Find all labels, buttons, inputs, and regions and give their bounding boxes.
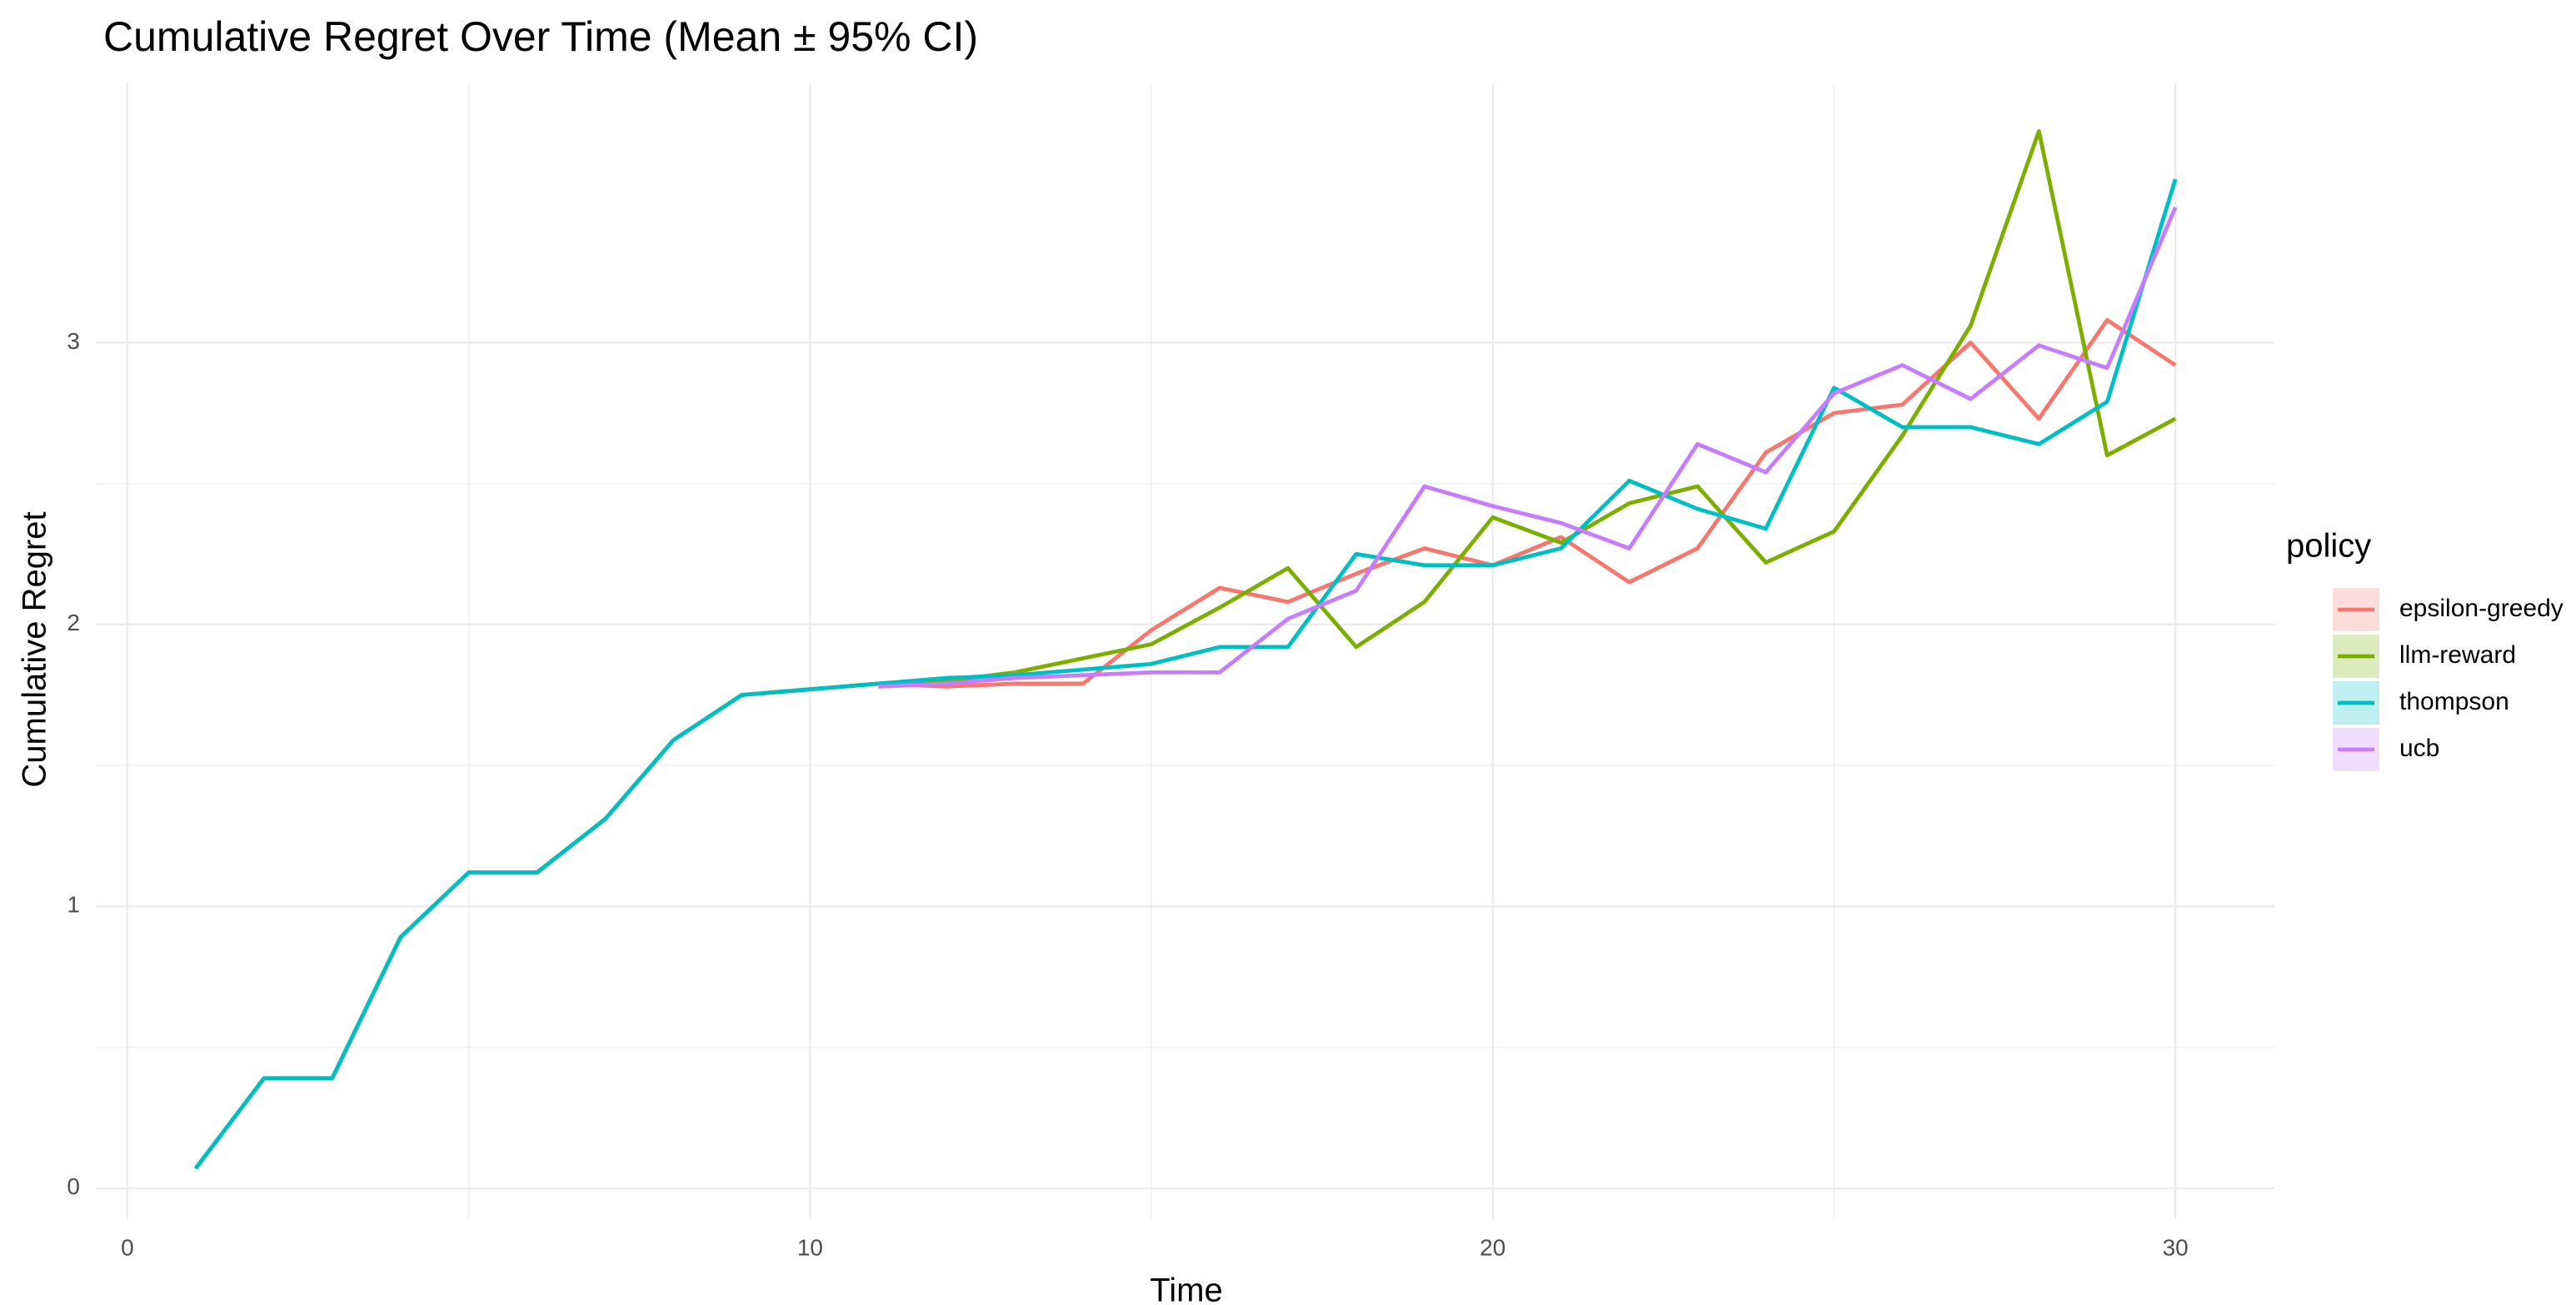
y-tick-label: 0 (67, 1173, 80, 1199)
series-line (193, 317, 2177, 1170)
series-line (193, 129, 2177, 1170)
x-tick-label: 0 (121, 1234, 134, 1260)
x-axis-label: Time (1150, 1273, 1222, 1305)
legend-title: policy (2286, 528, 2371, 565)
y-tick-label: 1 (67, 892, 80, 918)
series-line (878, 206, 2178, 689)
y-axis-label: Cumulative Regret (17, 511, 53, 787)
legend-label: llm-reward (2399, 641, 2516, 669)
y-tick-label: 2 (67, 610, 80, 635)
x-tick-label: 30 (2163, 1234, 2189, 1260)
legend-label: thompson (2399, 688, 2509, 715)
x-tick-label: 20 (1480, 1234, 1505, 1260)
y-tick-label: 3 (67, 328, 80, 354)
x-tick-label: 10 (797, 1234, 823, 1260)
legend-label: ucb (2399, 735, 2439, 762)
chart-title: Cumulative Regret Over Time (Mean ± 95% … (103, 13, 978, 60)
series-line (193, 178, 2178, 1170)
legend-label: epsilon-greedy (2399, 595, 2564, 622)
